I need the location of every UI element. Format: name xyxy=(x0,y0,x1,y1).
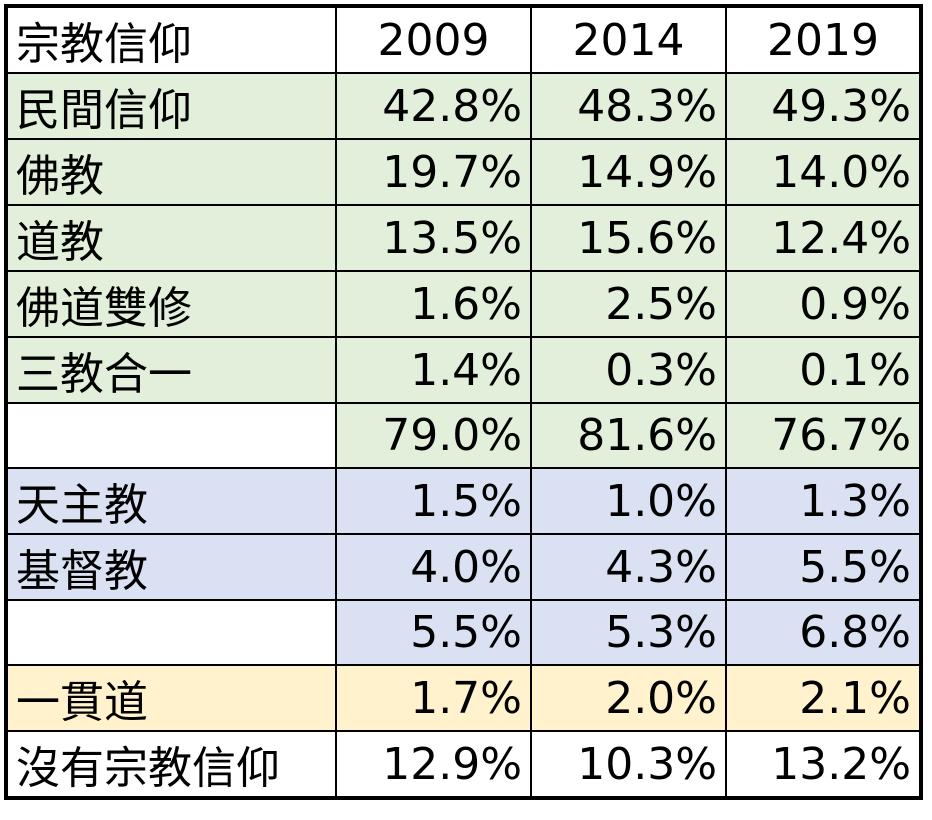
header-cell: 2009 xyxy=(335,5,532,74)
row-label: 民間信仰 xyxy=(5,72,337,140)
header-cell: 2019 xyxy=(725,5,922,74)
row-label: 佛教 xyxy=(5,138,337,206)
table-body: 宗教信仰 2009 2014 2019 民間信仰 42.8% 48.3% 49.3% 佛教 19.… xyxy=(5,5,922,799)
value-cell: 13.5% xyxy=(335,204,532,272)
value-cell: 10.3% xyxy=(530,730,727,799)
value-cell: 12.4% xyxy=(725,204,922,272)
value-cell: 13.2% xyxy=(725,730,922,799)
value-cell: 81.6% xyxy=(530,402,727,469)
value-cell: 1.7% xyxy=(335,664,532,732)
header-cell: 宗教信仰 xyxy=(5,5,337,74)
row: 79.0% 81.6% 76.7% xyxy=(5,402,922,469)
value-cell: 79.0% xyxy=(335,402,532,469)
value-cell: 0.9% xyxy=(725,270,922,338)
value-cell: 1.3% xyxy=(725,467,922,535)
row: 沒有宗教信仰 12.9% 10.3% 13.2% xyxy=(5,730,922,799)
value-cell: 4.3% xyxy=(530,533,727,601)
value-cell: 14.0% xyxy=(725,138,922,206)
value-cell: 0.3% xyxy=(530,336,727,404)
row: 三教合一 1.4% 0.3% 0.1% xyxy=(5,336,922,404)
value-cell: 5.5% xyxy=(725,533,922,601)
value-cell: 1.0% xyxy=(530,467,727,535)
value-cell: 12.9% xyxy=(335,730,532,799)
row-label: 佛道雙修 xyxy=(5,270,337,338)
value-cell: 5.3% xyxy=(530,599,727,666)
row: 5.5% 5.3% 6.8% xyxy=(5,599,922,666)
row: 天主教 1.5% 1.0% 1.3% xyxy=(5,467,922,535)
value-cell: 4.0% xyxy=(335,533,532,601)
row-label: 道教 xyxy=(5,204,337,272)
value-cell: 19.7% xyxy=(335,138,532,206)
row: 道教 13.5% 15.6% 12.4% xyxy=(5,204,922,272)
row: 基督教 4.0% 4.3% 5.5% xyxy=(5,533,922,601)
row: 佛教 19.7% 14.9% 14.0% xyxy=(5,138,922,206)
row: 民間信仰 42.8% 48.3% 49.3% xyxy=(5,72,922,140)
row-label: 基督教 xyxy=(5,533,337,601)
value-cell: 1.5% xyxy=(335,467,532,535)
value-cell: 1.4% xyxy=(335,336,532,404)
header-row: 宗教信仰 2009 2014 2019 xyxy=(5,5,922,74)
value-cell: 1.6% xyxy=(335,270,532,338)
row-label: 三教合一 xyxy=(5,336,337,404)
header-cell: 2014 xyxy=(530,5,727,74)
row-label xyxy=(5,599,337,666)
value-cell: 0.1% xyxy=(725,336,922,404)
value-cell: 5.5% xyxy=(335,599,532,666)
value-cell: 42.8% xyxy=(335,72,532,140)
value-cell: 49.3% xyxy=(725,72,922,140)
row-label: 天主教 xyxy=(5,467,337,535)
row: 佛道雙修 1.6% 2.5% 0.9% xyxy=(5,270,922,338)
value-cell: 6.8% xyxy=(725,599,922,666)
value-cell: 14.9% xyxy=(530,138,727,206)
value-cell: 2.5% xyxy=(530,270,727,338)
value-cell: 15.6% xyxy=(530,204,727,272)
row: 一貫道 1.7% 2.0% 2.1% xyxy=(5,664,922,732)
row-label: 一貫道 xyxy=(5,664,337,732)
religion-table: 宗教信仰 2009 2014 2019 民間信仰 42.8% 48.3% 49.3% 佛教 19.… xyxy=(4,4,923,800)
value-cell: 2.1% xyxy=(725,664,922,732)
value-cell: 2.0% xyxy=(530,664,727,732)
value-cell: 48.3% xyxy=(530,72,727,140)
row-label: 沒有宗教信仰 xyxy=(5,730,337,799)
value-cell: 76.7% xyxy=(725,402,922,469)
row-label xyxy=(5,402,337,469)
